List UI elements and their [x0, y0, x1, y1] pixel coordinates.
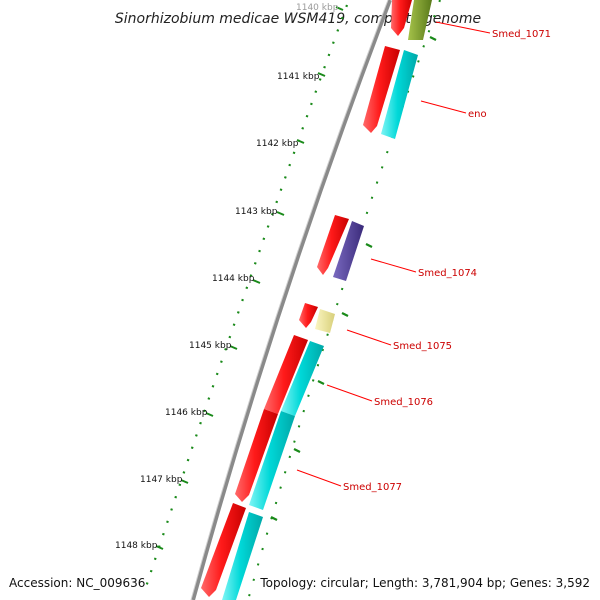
gene-smed-1071-feature — [408, 0, 432, 40]
tick-label: 1141 kbp — [277, 72, 320, 82]
scale-tick-marks — [155, 6, 344, 550]
gene-label-smed-1076: Smed_1076 — [374, 397, 433, 408]
gene-label-smed-1071: Smed_1071 — [492, 29, 551, 40]
tick-label: 1140 kbp — [296, 3, 339, 13]
gene-smed-1076-feature — [281, 341, 324, 416]
gene-smed-1075-feature — [315, 309, 335, 333]
label-leaders — [296, 21, 491, 487]
gene-label-smed-1074: Smed_1074 — [418, 268, 477, 279]
map-title: Sinorhizobium medicae WSM419, complete g… — [115, 11, 481, 27]
cds-reverse-track — [222, 0, 432, 600]
gene-smed-1077-feature — [249, 411, 295, 510]
tick-label: 1145 kbp — [189, 341, 232, 351]
inner-dotted-ring — [247, 0, 441, 600]
cds-forward-feature — [363, 46, 400, 133]
tick-label: 1147 kbp — [140, 475, 183, 485]
cds-forward-feature — [264, 335, 308, 414]
cds-forward-feature — [391, 0, 412, 36]
scale-ring-dotted — [143, 4, 349, 591]
tick-label: 1143 kbp — [235, 207, 278, 217]
tick-label: 1148 kbp — [115, 541, 158, 551]
gene-eno-feature — [381, 50, 418, 139]
cds-forward-feature — [235, 409, 278, 502]
genome-backbone — [191, 0, 392, 600]
cds-forward-feature — [299, 303, 318, 328]
accession-text: Accession: NC_009636 — [9, 576, 145, 590]
genome-summary-text: Topology: circular; Length: 3,781,904 bp… — [259, 576, 590, 590]
gene-label-smed-1077: Smed_1077 — [343, 482, 402, 493]
gene-labels: Smed_1071 eno Smed_1074 Smed_1075 Smed_1… — [343, 29, 551, 493]
tick-label: 1142 kbp — [256, 139, 299, 149]
cds-forward-track — [201, 0, 412, 597]
cds-forward-feature — [317, 215, 349, 275]
backbone-highlight — [190, 0, 389, 600]
tick-label: 1146 kbp — [165, 408, 208, 418]
gene-smed-1074-feature — [333, 221, 364, 281]
scale-tick-labels: 1140 kbp 1141 kbp 1142 kbp 1143 kbp 1144… — [115, 3, 339, 551]
inner-tick-marks — [270, 36, 437, 521]
cds-forward-feature — [201, 503, 246, 597]
gene-label-eno: eno — [468, 109, 487, 120]
gene-label-smed-1075: Smed_1075 — [393, 341, 452, 352]
tick-label: 1144 kbp — [212, 274, 255, 284]
cds-reverse-feature — [222, 512, 263, 600]
